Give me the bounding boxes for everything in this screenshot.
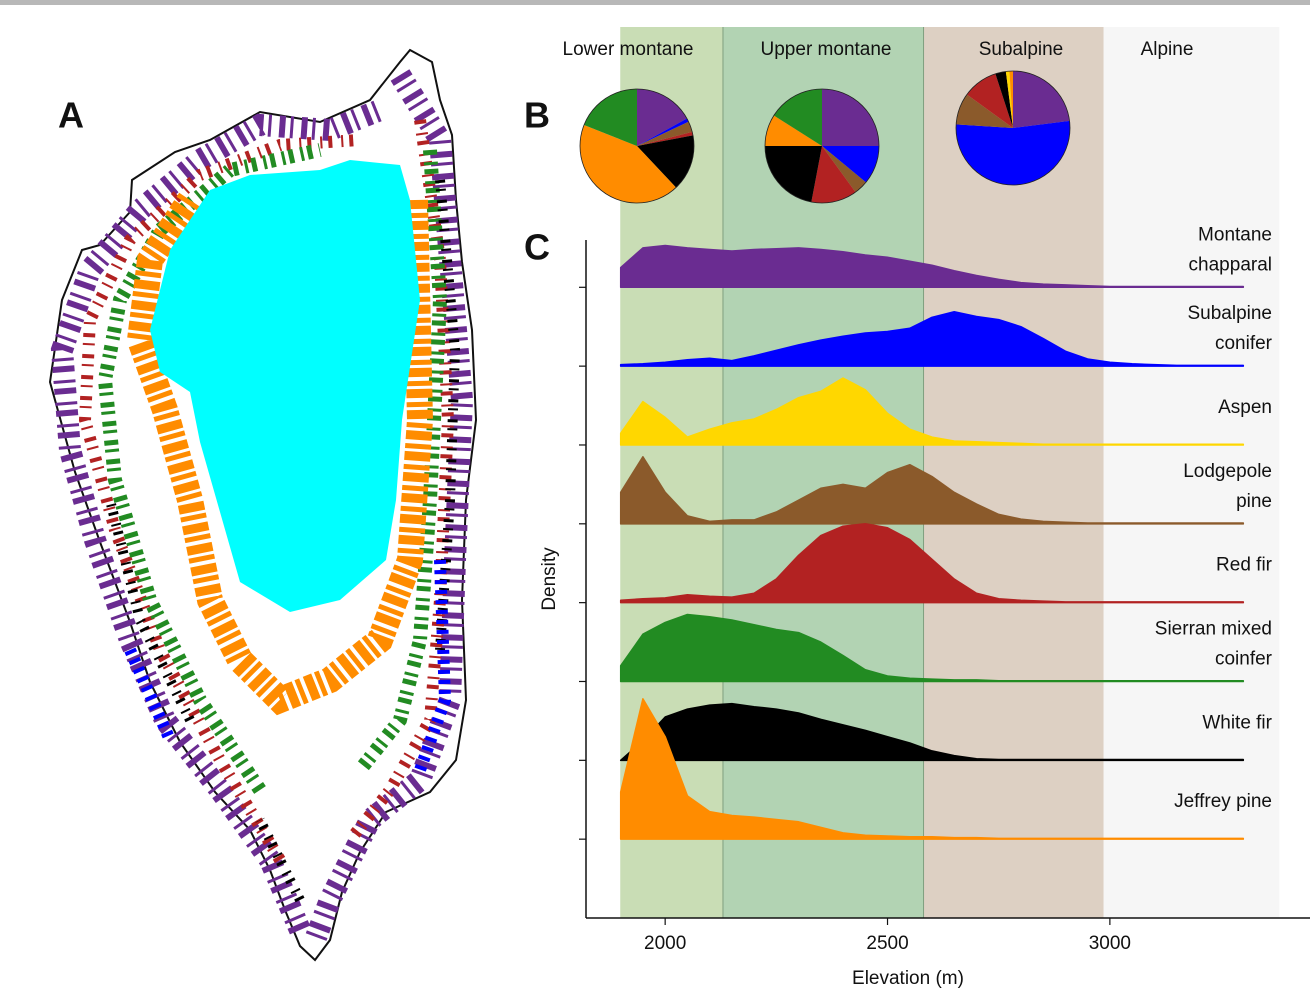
series-label-line: White fir [1202,712,1272,733]
series-label-line: Montane [1198,224,1272,245]
series-label-line: Red fir [1216,555,1273,576]
zone-label: Subalpine [979,39,1064,60]
figure: A B C Lower montane Upper montane Subalpin… [0,0,1310,996]
x-tick-label: 2500 [866,933,908,954]
series-label: Aspen [1218,397,1272,418]
panel-label: A [58,95,84,136]
zone-label: Upper montane [761,39,892,60]
panel-label: C [524,227,550,268]
series-label: Jeffrey pine [1174,791,1272,812]
series-label-line: coinfer [1215,649,1273,670]
panel-label: B [524,95,550,136]
zone-label: Lower montane [563,39,694,60]
series-label-line: Jeffrey pine [1174,791,1272,812]
series-label-line: conifer [1215,333,1273,354]
series-label-line: Subalpine [1187,303,1272,324]
series-label-line: Lodgepole [1183,461,1272,482]
x-axis-label: Elevation (m) [852,968,964,989]
map [50,50,476,960]
series-label-line: Sierran mixed [1155,619,1272,640]
x-tick-label: 2000 [644,933,686,954]
series-label: White fir [1202,712,1272,733]
y-axis-label: Density [539,547,560,611]
series-label-line: pine [1236,491,1272,512]
bands [620,27,1279,918]
page: {"panel_labels":["A","B","C"], "chart_da… [0,0,1310,996]
top-border [0,0,1310,5]
x-tick-label: 3000 [1089,933,1131,954]
series-label-line: Aspen [1218,397,1272,418]
series-label: Red fir [1216,555,1273,576]
zone-label: Alpine [1141,39,1194,60]
series-label-line: chapparal [1189,254,1272,275]
